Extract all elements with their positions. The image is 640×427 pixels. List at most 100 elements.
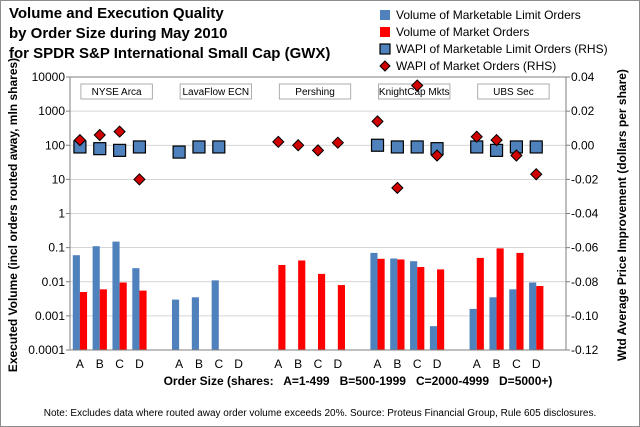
- right-axis-ticks: -0.12 -0.10 -0.08 -0.06 -0.04 -0.02 0.00 0.02 0.…: [566, 70, 599, 357]
- x-tick-label: A: [76, 357, 84, 371]
- x-tick-label: C: [314, 357, 323, 371]
- bar-market-volume: [496, 248, 504, 350]
- legend-label: Volume of Marketable Limit Orders: [396, 8, 581, 22]
- y-left-tick-label: 1: [58, 207, 65, 221]
- marker-wapi-market: [331, 136, 345, 149]
- bar-limit-volume: [469, 308, 477, 350]
- legend-swatch-bar: [380, 10, 390, 20]
- bar-market-volume: [377, 258, 385, 350]
- legend-swatch-diamond: [379, 60, 391, 72]
- bar-limit-volume: [529, 282, 537, 350]
- bar-limit-volume: [72, 255, 80, 350]
- y-right-tick-label: -0.02: [571, 172, 599, 186]
- x-tick-label: B: [393, 357, 401, 371]
- marker-wapi-market: [391, 181, 404, 195]
- bar-market-volume: [278, 264, 286, 350]
- bar-market-volume: [119, 282, 127, 350]
- bar-limit-volume: [370, 252, 378, 350]
- bar-market-volume: [79, 292, 88, 350]
- x-tick-label: A: [374, 357, 382, 371]
- bar-limit-volume: [171, 299, 180, 350]
- y-left-tick-label: 10000: [32, 70, 66, 84]
- y-right-tick-label: -0.12: [571, 343, 599, 357]
- bar-market-volume: [337, 285, 345, 350]
- venue-label: KnightCap Mkts: [379, 87, 450, 98]
- x-tick-label: B: [493, 357, 501, 371]
- marker-wapi-market: [470, 130, 483, 143]
- x-tick-label: C: [214, 357, 223, 371]
- bar-market-volume: [536, 286, 544, 350]
- x-axis-label: Order Size (shares: A=1-499 B=500-1999 C…: [164, 374, 553, 388]
- marker-wapi-limit: [192, 140, 206, 154]
- y-left-tick-label: 1000: [38, 104, 65, 118]
- legend-swatch-bar: [380, 27, 390, 37]
- venue-label-box: [80, 83, 153, 100]
- x-tick-label: D: [135, 357, 144, 371]
- marker-wapi-limit: [370, 138, 385, 152]
- marker-wapi-limit: [410, 140, 424, 154]
- venue-label: NYSE Arca: [92, 87, 142, 98]
- chart-title-line-1: Volume and Execution Quality: [9, 5, 224, 22]
- bar-market-volume: [476, 257, 484, 350]
- y-left-tick-label: 0.0001: [28, 343, 65, 357]
- legend-label: Volume of Market Orders: [396, 25, 529, 39]
- chart-title-line-2: by Order Size during May 2010: [9, 25, 227, 42]
- marker-wapi-market: [530, 168, 543, 181]
- marker-wapi-market: [73, 133, 87, 147]
- y-right-tick-label: 0.02: [571, 104, 595, 118]
- bar-limit-volume: [410, 261, 418, 350]
- y-left-tick-label: 100: [45, 138, 65, 152]
- bar-market-volume: [417, 267, 425, 350]
- bar-limit-volume: [112, 241, 120, 350]
- marker-wapi-limit: [172, 145, 186, 159]
- x-tick-label: A: [175, 357, 183, 371]
- x-tick-label: D: [334, 357, 343, 371]
- marker-wapi-market: [490, 133, 503, 147]
- marker-wapi-market: [113, 125, 126, 138]
- y-left-tick-label: 0.01: [42, 275, 66, 289]
- legend-swatch-square: [379, 43, 391, 55]
- marker-wapi-limit: [112, 143, 127, 157]
- marker-wapi-market: [311, 144, 325, 157]
- venue-label: UBS Sec: [493, 87, 534, 98]
- venue-label-box: [278, 83, 352, 100]
- x-tick-label: D: [433, 357, 442, 371]
- legend: Volume of Marketable Limit Orders Volume …: [379, 8, 608, 73]
- marker-wapi-market: [133, 173, 146, 186]
- bar-market-volume: [318, 273, 326, 350]
- x-tick-label: A: [473, 357, 481, 371]
- marker-wapi-market: [291, 139, 305, 152]
- marker-wapi-market: [410, 79, 424, 92]
- x-tick-label: B: [96, 357, 104, 371]
- marker-wapi-market: [93, 128, 106, 142]
- bar-market-volume: [298, 260, 306, 350]
- y-right-tick-label: -0.04: [571, 207, 599, 221]
- marker-wapi-limit: [132, 140, 147, 154]
- y-right-tick-label: -0.10: [571, 309, 599, 323]
- marker-wapi-limit: [390, 140, 404, 154]
- y-axis-left-label: Executed Volume (incl orders routed away…: [6, 58, 20, 372]
- bar-limit-volume: [509, 289, 517, 350]
- x-tick-label: D: [234, 357, 243, 371]
- venue-label-box: [179, 83, 252, 100]
- marker-wapi-market: [510, 149, 523, 162]
- x-tick-label: B: [294, 357, 302, 371]
- legend-label: WAPI of Marketable Limit Orders (RHS): [396, 42, 608, 56]
- y-right-tick-label: -0.08: [571, 275, 599, 289]
- venue-label-box: [477, 83, 550, 100]
- chart-title: Volume and Execution Quality by Order Si…: [9, 5, 330, 62]
- bar-limit-volume: [92, 246, 100, 350]
- venue-label: LavaFlow ECN: [182, 87, 249, 98]
- x-tick-label: C: [512, 357, 521, 371]
- marker-wapi-market: [272, 135, 285, 149]
- x-tick-label: D: [532, 357, 541, 371]
- y-right-tick-label: 0.04: [571, 70, 595, 84]
- y-right-tick-label: -0.06: [571, 241, 599, 255]
- bar-limit-volume: [211, 280, 219, 350]
- y-left-tick-label: 10: [52, 172, 66, 186]
- y-left-tick-label: 0.001: [35, 309, 65, 323]
- marker-wapi-market: [371, 115, 384, 128]
- chart-title-line-3: for SPDR S&P International Small Cap (GW…: [9, 45, 330, 62]
- source-note: Note: Excludes data where routed away or…: [44, 408, 597, 419]
